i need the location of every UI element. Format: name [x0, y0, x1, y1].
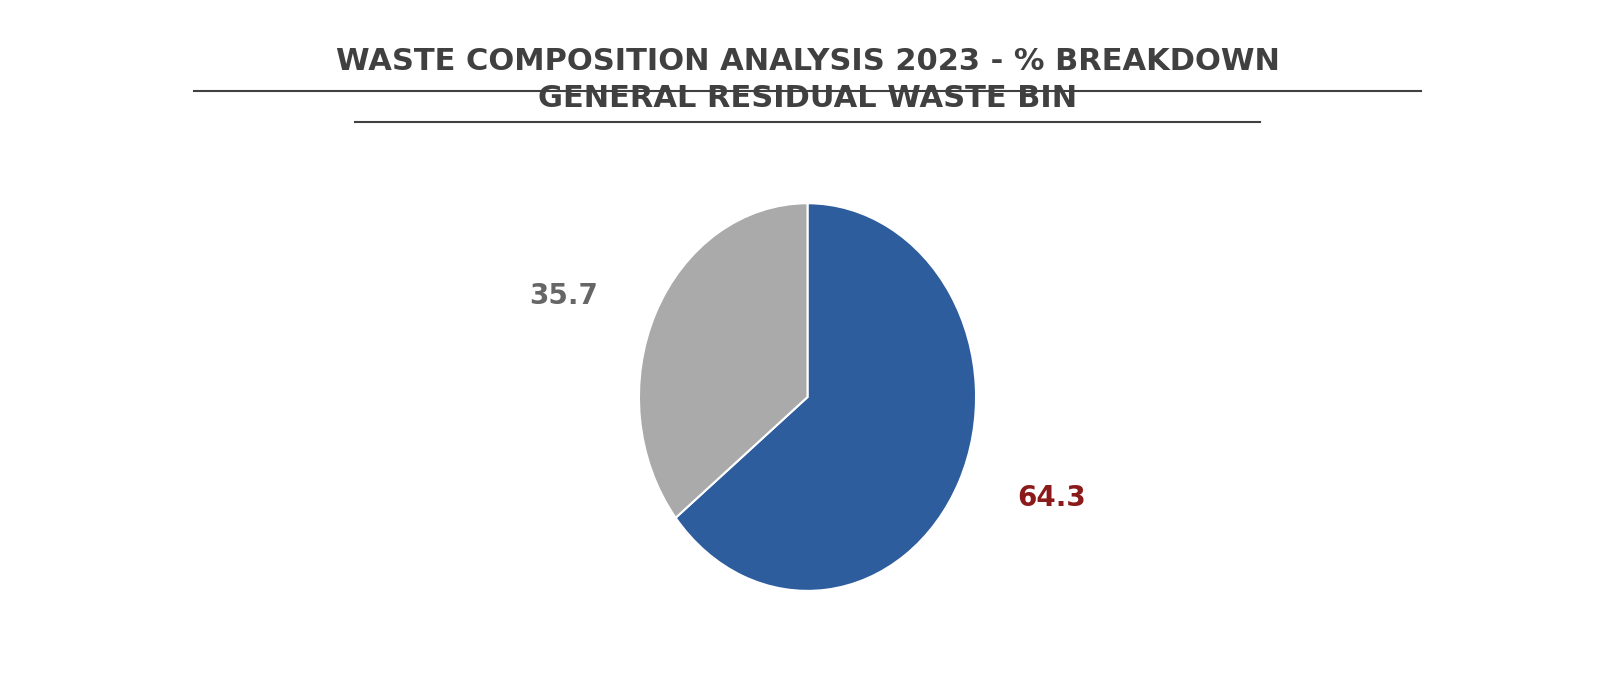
Wedge shape: [639, 203, 807, 518]
Text: 35.7: 35.7: [529, 282, 597, 310]
Text: GENERAL RESIDUAL WASTE BIN: GENERAL RESIDUAL WASTE BIN: [537, 84, 1077, 113]
Wedge shape: [675, 203, 975, 591]
Text: WASTE COMPOSITION ANALYSIS 2023 - % BREAKDOWN: WASTE COMPOSITION ANALYSIS 2023 - % BREA…: [336, 47, 1278, 76]
Text: 64.3: 64.3: [1017, 484, 1085, 512]
